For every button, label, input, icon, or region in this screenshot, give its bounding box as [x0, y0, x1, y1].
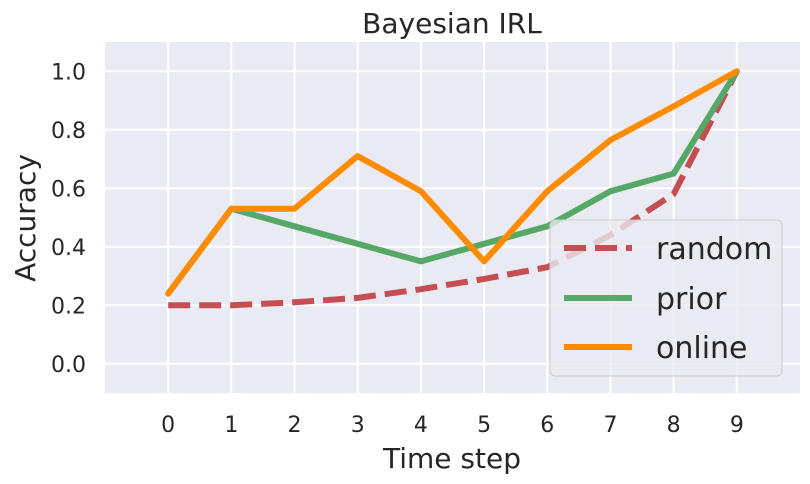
- legend-box: [549, 219, 783, 377]
- x-tick-label: 3: [351, 413, 365, 438]
- x-tick-label: 2: [288, 413, 302, 438]
- x-axis-label: Time step: [382, 442, 521, 475]
- tick-labels: 0 1 2 3 4 5 6 7 8 9 0.0 0.2 0.4 0.6 0.8 1.0: [51, 60, 744, 438]
- x-tick-label: 4: [414, 413, 428, 438]
- series-line-prior: [165, 68, 740, 297]
- series-line-random: [168, 69, 740, 309]
- legend: random prior online: [549, 219, 783, 377]
- x-tick-label: 6: [540, 413, 554, 438]
- x-tick-label: 9: [730, 413, 744, 438]
- x-tick-label: 7: [603, 413, 617, 438]
- series-layer: [165, 68, 740, 309]
- y-tick-label: 0.6: [51, 177, 86, 202]
- y-tick-label: 0.2: [51, 294, 86, 319]
- legend-label-random: random: [656, 232, 772, 267]
- chart-title: Bayesian IRL: [362, 7, 542, 40]
- x-tick-label: 1: [224, 413, 238, 438]
- x-tick-label: 0: [161, 413, 175, 438]
- series-line-online: [165, 68, 740, 297]
- y-tick-label: 1.0: [51, 60, 86, 85]
- legend-label-prior: prior: [656, 282, 727, 317]
- y-tick-label: 0.0: [51, 353, 86, 378]
- y-tick-label: 0.4: [51, 236, 86, 261]
- y-tick-label: 0.8: [51, 119, 86, 144]
- legend-label-online: online: [656, 331, 748, 366]
- x-tick-label: 8: [667, 413, 681, 438]
- y-axis-label: Accuracy: [9, 154, 42, 282]
- x-tick-label: 5: [477, 413, 491, 438]
